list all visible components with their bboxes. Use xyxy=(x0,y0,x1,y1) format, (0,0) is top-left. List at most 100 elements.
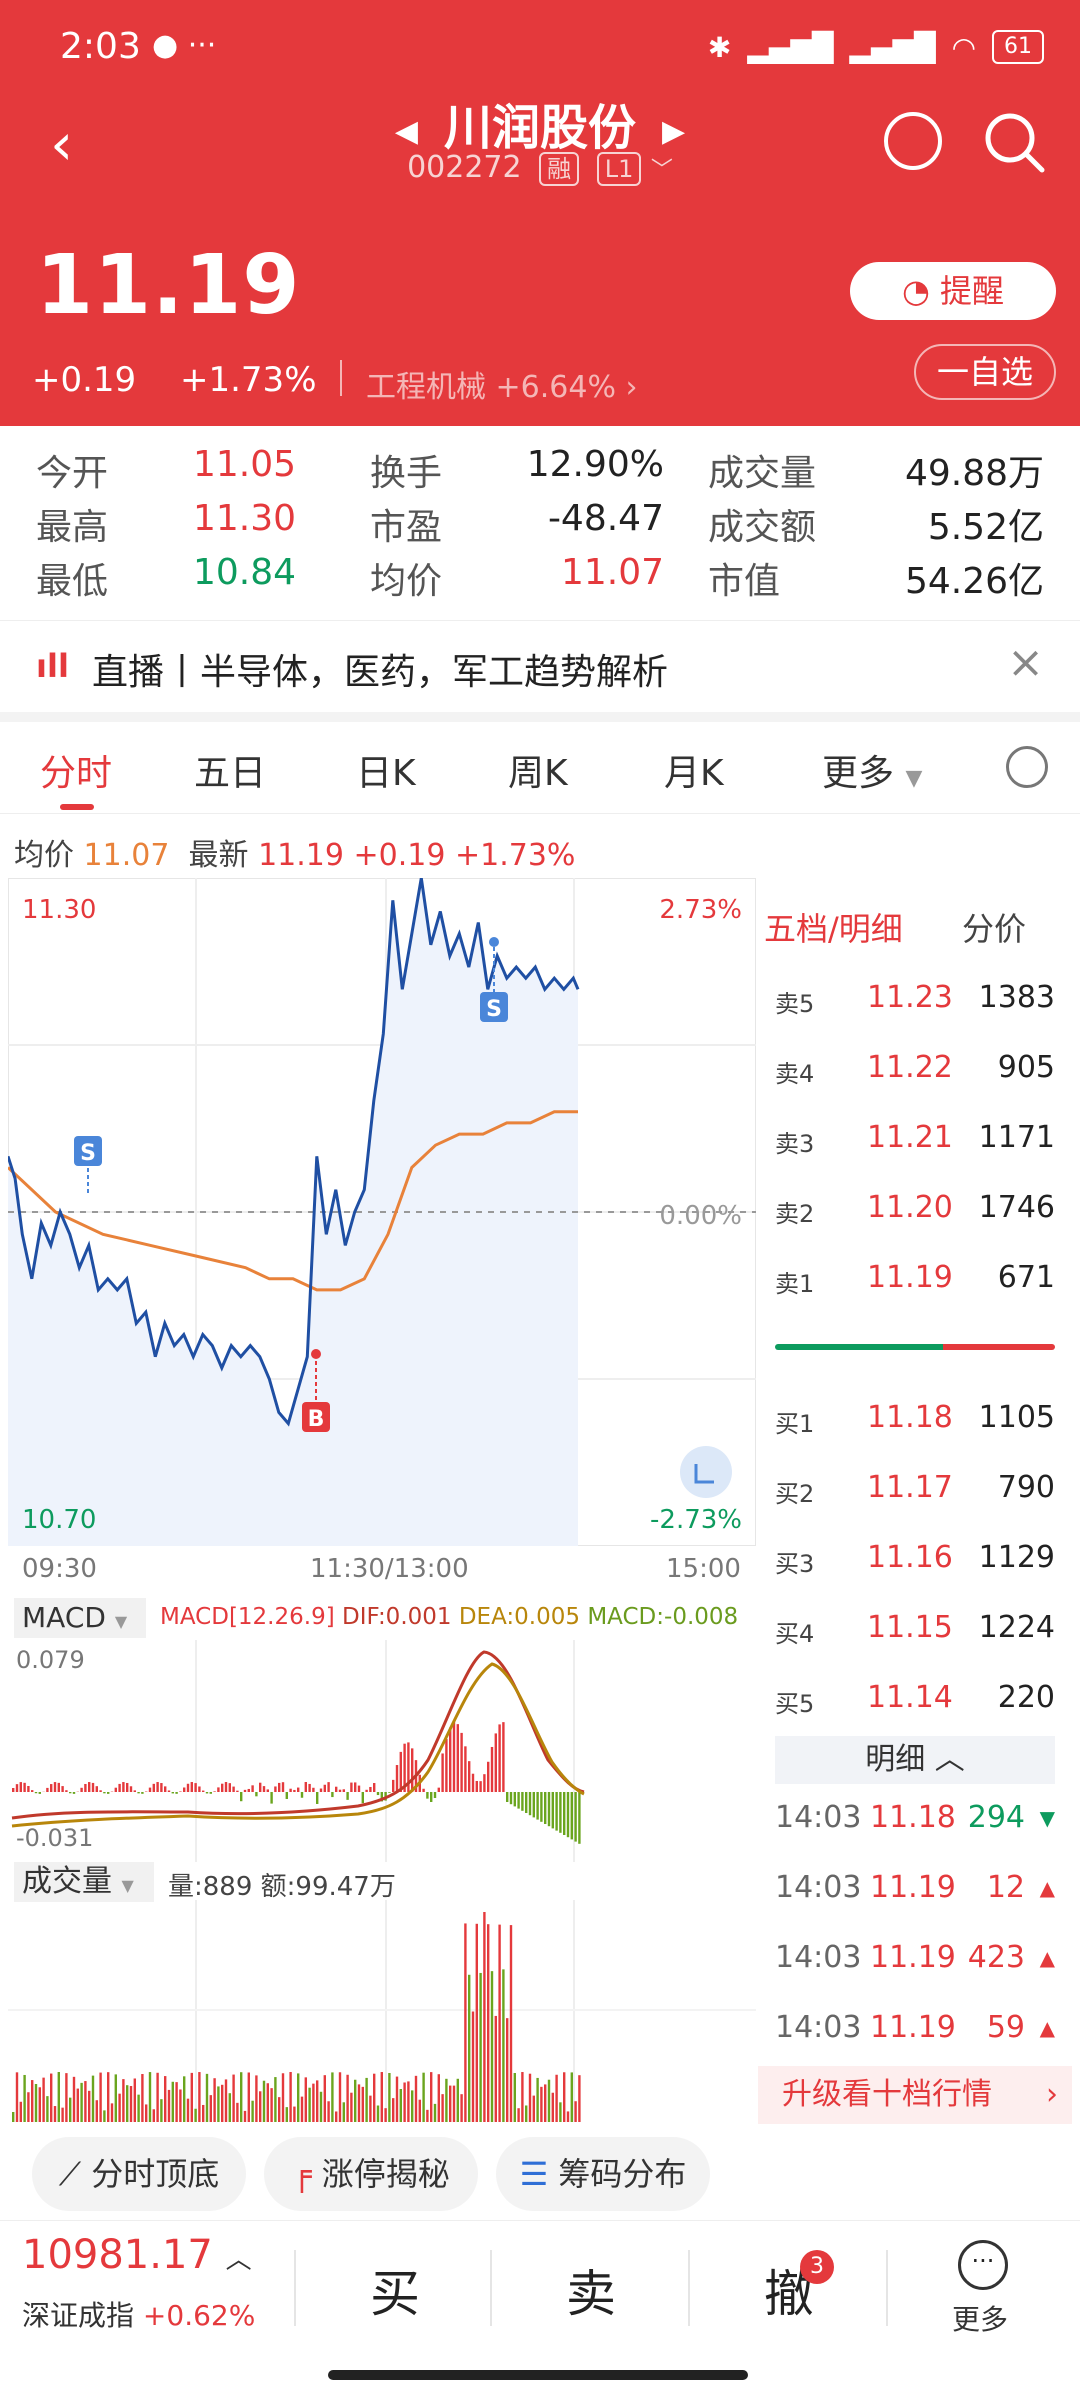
macd-bar xyxy=(31,1790,34,1792)
tab-intraday[interactable]: 分时 xyxy=(40,753,113,794)
remind-button[interactable]: ◔ 提醒 xyxy=(850,262,1056,320)
buy-row[interactable]: 买5 11.14 220 xyxy=(775,1680,1055,1720)
news-banner[interactable]: ıll 直播丨半导体，医药，军工趋势解析 × xyxy=(0,620,1080,712)
macd-bar xyxy=(388,1792,391,1793)
tool-chip-distribution[interactable]: ☰ 筹码分布 xyxy=(496,2137,710,2211)
latest-label: 最新 xyxy=(188,838,249,873)
volume-bar xyxy=(148,2072,152,2122)
buy-row[interactable]: 买2 11.17 790 xyxy=(775,1470,1055,1510)
volume-bar xyxy=(498,1924,501,2122)
macd-bar xyxy=(281,1782,285,1792)
more-label[interactable]: 更多 xyxy=(952,2303,1009,2336)
volume-bar xyxy=(141,2074,144,2122)
buy-marker[interactable]: B xyxy=(302,1349,330,1432)
volume-bar xyxy=(266,2083,269,2122)
prev-stock-icon[interactable]: ◀ xyxy=(394,113,418,149)
tab-monthly-k[interactable]: 月K xyxy=(664,753,724,794)
macd-bar xyxy=(547,1792,551,1827)
tick-time: 14:03 xyxy=(775,1940,862,1975)
tab-five-level[interactable]: 五档/明细 xyxy=(764,910,903,948)
sell-row[interactable]: 卖2 11.20 1746 xyxy=(775,1190,1055,1230)
back-icon[interactable]: ‹ xyxy=(50,110,74,178)
sector-link[interactable]: 工程机械 +6.64% › xyxy=(366,362,638,406)
caret-down-icon: ▼ xyxy=(121,1876,134,1895)
macd-selector[interactable]: MACD ▼ xyxy=(14,1598,146,1638)
buy-button[interactable]: 买 xyxy=(370,2265,420,2323)
price-change: +0.19 xyxy=(32,360,137,400)
volume-bar xyxy=(509,1925,513,2122)
right-top-label: 2.73% xyxy=(659,895,742,925)
volume-bar xyxy=(129,2086,133,2122)
refresh-icon[interactable] xyxy=(884,112,942,170)
volume-selector[interactable]: 成交量 ▼ xyxy=(14,1862,154,1902)
volume-bar xyxy=(475,1923,478,2122)
macd-values: MACD[12.26.9] DIF:0.001 DEA:0.005 MACD:-… xyxy=(160,1604,738,1630)
volume-bar xyxy=(506,2018,509,2122)
macd-bar xyxy=(411,1748,414,1792)
volume-bar xyxy=(152,2109,155,2122)
sell-row[interactable]: 卖4 11.22 905 xyxy=(775,1050,1055,1090)
tab-price-distribution[interactable]: 分价 xyxy=(962,910,1027,948)
settings-icon[interactable] xyxy=(1006,746,1048,788)
macd-bar xyxy=(186,1783,190,1792)
detail-header[interactable]: 明细 ︿ xyxy=(775,1736,1055,1784)
remind-label: 提醒 xyxy=(940,272,1005,310)
buy-row[interactable]: 买3 11.16 1129 xyxy=(775,1540,1055,1580)
tool-intraday-peaks[interactable]: ⟋ 分时顶底 xyxy=(32,2137,246,2211)
macd-bar xyxy=(278,1782,281,1792)
volume-bar xyxy=(88,2090,91,2122)
tab-more[interactable]: 更多 ▼ xyxy=(822,744,922,796)
search-icon[interactable] xyxy=(980,108,1050,182)
buy-row[interactable]: 买1 11.18 1105 xyxy=(775,1400,1055,1440)
macd-bar xyxy=(532,1792,535,1818)
intraday-price-chart[interactable]: 11.30 10.70 2.73% 0.00% -2.73% S S B xyxy=(8,878,756,1546)
volume-bar xyxy=(262,2080,266,2122)
volume-bar xyxy=(464,1923,467,2122)
macd-bar xyxy=(449,1727,452,1792)
volume-bar xyxy=(69,2097,72,2122)
tab-five-day[interactable]: 五日 xyxy=(194,753,267,794)
fullscreen-icon[interactable] xyxy=(680,1446,732,1498)
volume-bar xyxy=(528,2073,532,2122)
macd-bar xyxy=(487,1761,490,1792)
macd-bar xyxy=(156,1782,159,1792)
macd-bar xyxy=(544,1792,547,1824)
more-icon[interactable]: ··· xyxy=(958,2240,1008,2290)
stock-code-row[interactable]: 002272 融 L1 ﹀ xyxy=(0,150,1080,186)
tab-weekly-k[interactable]: 周K xyxy=(508,753,568,794)
home-indicator[interactable] xyxy=(328,2370,748,2380)
macd-bar xyxy=(251,1785,254,1792)
sell-row[interactable]: 卖1 11.19 671 xyxy=(775,1260,1055,1300)
buy-row[interactable]: 买4 11.15 1224 xyxy=(775,1610,1055,1650)
watchlist-button[interactable]: 一自选 xyxy=(914,344,1056,400)
sell-marker-1[interactable]: S xyxy=(74,1136,102,1196)
volume-bar xyxy=(316,2080,319,2122)
tab-daily-k[interactable]: 日K xyxy=(356,753,416,794)
sell-row[interactable]: 卖3 11.21 1171 xyxy=(775,1120,1055,1160)
tick-volume: 423 xyxy=(967,1940,1025,1975)
volume-bar xyxy=(133,2078,136,2122)
sell-marker-2[interactable]: S xyxy=(480,937,508,1022)
tool-limit-up[interactable]: ╒ 涨停揭秘 xyxy=(264,2137,478,2211)
upgrade-ten-level-button[interactable]: 升级看十档行情 › xyxy=(758,2066,1072,2124)
volume-bar xyxy=(483,1912,486,2122)
macd-bar xyxy=(323,1784,326,1792)
macd-chart[interactable] xyxy=(8,1640,756,1862)
volume-bar xyxy=(84,2081,87,2122)
sell-button[interactable]: 卖 xyxy=(566,2265,616,2323)
volume-bar xyxy=(91,2075,95,2122)
volume-bar xyxy=(422,2072,425,2122)
volume-values: 量:889 额:99.47万 xyxy=(168,1866,396,1903)
volume-bar xyxy=(441,2094,444,2122)
volume-bar xyxy=(536,2077,539,2122)
macd-bar xyxy=(437,1787,440,1792)
next-stock-icon[interactable]: ▶ xyxy=(662,113,686,149)
volume-bar xyxy=(240,2072,243,2122)
volume-bar xyxy=(551,2092,554,2122)
volume-chart[interactable] xyxy=(8,1900,756,2122)
sell-row[interactable]: 卖5 11.23 1383 xyxy=(775,980,1055,1020)
close-icon[interactable]: × xyxy=(1007,637,1044,688)
index-value[interactable]: 10981.17 ︿ xyxy=(22,2232,252,2278)
arrow-up-icon: ▲ xyxy=(1039,1876,1055,1900)
macd-bar xyxy=(183,1787,186,1792)
